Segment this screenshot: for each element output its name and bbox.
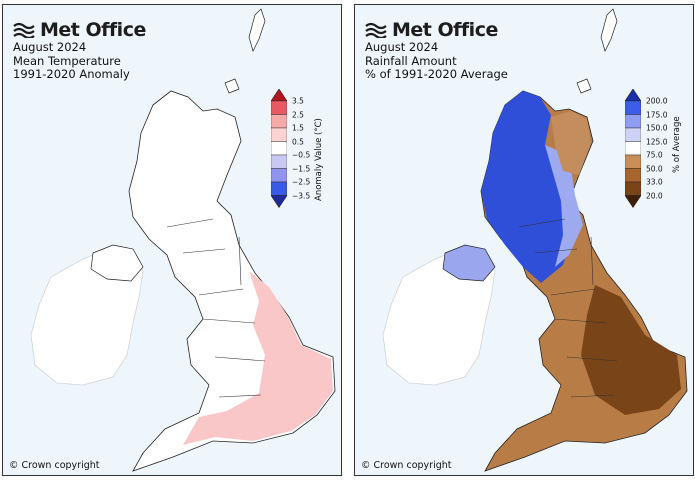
colorbar-band [270,168,288,183]
copyright-notice: © Crown copyright [9,460,100,471]
colorbar-band [624,181,642,196]
colorbar-tick-label: 75.0 [646,150,663,160]
colorbar-graphic [624,88,642,209]
colorbar-tick-label: 2.5 [292,110,304,119]
colorbar-tick-label: −3.5 [292,191,311,200]
moderate-wet-area [545,145,583,267]
temperature-map-panel: Met Office August 2024 Mean Temperature … [2,4,342,476]
met-office-wave-icon [365,22,387,38]
colorbar-band [270,127,288,142]
temperature-colorbar-label: Anomaly Value (°C) [314,118,324,201]
northern-ireland [90,244,144,282]
shetland-islands [600,8,618,52]
colorbar-tick-label: 20.0 [646,191,663,200]
colorbar-band [270,100,288,115]
colorbar-tick-label: 1.5 [292,123,304,133]
colorbar-graphic [270,88,288,209]
brand-name: Met Office [392,19,498,41]
shetland-islands [248,8,266,52]
title-line: Rainfall Amount [365,53,457,68]
colorbar-band [270,181,288,196]
met-office-logo: Met Office [13,19,146,41]
title-line: Mean Temperature [13,53,121,68]
colorbar-tick-label: 0.5 [292,137,304,146]
colorbar-band [624,141,642,156]
colorbar-band [624,114,642,129]
copyright-notice: © Crown copyright [361,460,452,471]
colorbar-tick-label: 33.0 [646,177,663,187]
colorbar-tick-label: 3.5 [292,96,304,106]
dry-area-ne-scotland [551,111,591,175]
rainfall-map-panel: Met Office August 2024 Rainfall Amount %… [354,4,694,476]
colorbar-tick-label: 200.0 [646,96,668,106]
colorbar-band [270,154,288,169]
colorbar-tick-label: −2.5 [292,177,311,187]
warm-anomaly-area [183,271,333,445]
northern-ireland [442,244,496,282]
map-title: August 2024 Rainfall Amount % of 1991-20… [365,40,508,82]
map-title: August 2024 Mean Temperature 1991-2020 A… [13,40,130,82]
colorbar-band [624,168,642,183]
met-office-wave-icon [13,22,35,38]
orkney-islands [576,78,592,94]
rainfall-percent-map [382,8,688,472]
orkney-islands [224,78,240,94]
colorbar-top-cap [624,88,642,102]
colorbar-tick-label: −0.5 [292,150,311,160]
colorbar-band [624,127,642,142]
colorbar-bottom-cap [624,195,642,209]
colorbar-tick-label: 175.0 [646,110,668,119]
rainfall-colorbar-label: % of Average [672,116,682,173]
colorbar-band [270,141,288,156]
met-office-logo: Met Office [365,19,498,41]
colorbar-tick-label: 125.0 [646,137,668,146]
temperature-anomaly-map [30,8,336,472]
colorbar-band [624,154,642,169]
temperature-colorbar [270,88,288,212]
colorbar-tick-label: 50.0 [646,164,663,173]
rainfall-colorbar [624,88,642,212]
very-dry-east-england [581,285,681,415]
brand-name: Met Office [40,19,146,41]
colorbar-band [624,100,642,115]
colorbar-band [270,114,288,129]
colorbar-tick-label: −1.5 [292,164,311,173]
title-line: 1991-2020 Anomaly [13,67,130,81]
colorbar-top-cap [270,88,288,102]
title-line: August 2024 [13,40,87,54]
title-line: August 2024 [365,40,439,54]
title-line: % of 1991-2020 Average [365,67,508,81]
colorbar-tick-label: 150.0 [646,123,668,133]
region-borders [166,218,266,398]
colorbar-bottom-cap [270,195,288,209]
region-borders [518,218,618,398]
wet-area-scotland [481,91,573,283]
